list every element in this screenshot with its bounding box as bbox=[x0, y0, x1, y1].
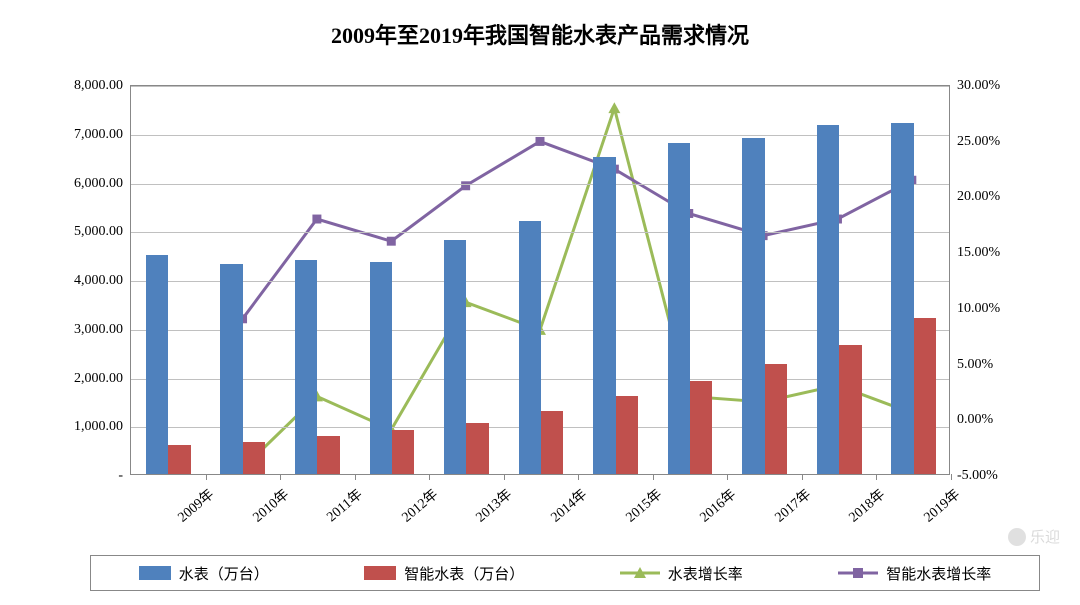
bar-water_meter bbox=[146, 255, 168, 474]
wechat-icon bbox=[1008, 528, 1026, 546]
legend-swatch-line bbox=[838, 566, 878, 580]
y2-axis-label: 30.00% bbox=[957, 78, 1000, 94]
y2-axis-label: 0.00% bbox=[957, 412, 993, 428]
chart-title: 2009年至2019年我国智能水表产品需求情况 bbox=[0, 0, 1080, 50]
bar-water_meter bbox=[593, 157, 615, 474]
x-axis-label: 2019年 bbox=[919, 484, 964, 526]
bar-water_meter bbox=[668, 143, 690, 475]
y1-axis-label: 4,000.00 bbox=[74, 273, 123, 289]
x-axis-label: 2014年 bbox=[546, 484, 591, 526]
x-axis-label: 2015年 bbox=[620, 484, 665, 526]
y1-axis-label: 7,000.00 bbox=[74, 127, 123, 143]
legend-item-water-growth: 水表增长率 bbox=[620, 563, 743, 584]
x-axis-label: 2009年 bbox=[173, 484, 218, 526]
x-axis-label: 2017年 bbox=[769, 484, 814, 526]
marker-smart_water_meter_growth bbox=[312, 215, 321, 224]
line-water_meter_growth bbox=[243, 108, 912, 468]
x-axis-label: 2016年 bbox=[695, 484, 740, 526]
y2-axis-label: -5.00% bbox=[957, 468, 998, 484]
y2-axis-label: 5.00% bbox=[957, 357, 993, 373]
legend: 水表（万台） 智能水表（万台） 水表增长率 智能水表增长率 bbox=[90, 555, 1040, 591]
bar-smart_water_meter bbox=[839, 345, 861, 474]
x-axis-label: 2012年 bbox=[397, 484, 442, 526]
y1-axis-label: - bbox=[118, 468, 123, 484]
marker-water_meter_growth bbox=[608, 102, 620, 113]
y2-axis-label: 10.00% bbox=[957, 301, 1000, 317]
bar-smart_water_meter bbox=[616, 396, 638, 474]
legend-label: 水表增长率 bbox=[668, 563, 743, 584]
watermark-text: 乐迎 bbox=[1030, 526, 1060, 547]
chart-container: 2009年至2019年我国智能水表产品需求情况 -1,000.002,000.0… bbox=[0, 0, 1080, 605]
legend-item-water-meter: 水表（万台） bbox=[139, 563, 269, 584]
legend-swatch-bar bbox=[364, 566, 396, 580]
y1-axis-label: 6,000.00 bbox=[74, 176, 123, 192]
y1-axis-label: 2,000.00 bbox=[74, 371, 123, 387]
legend-item-smart-growth: 智能水表增长率 bbox=[838, 563, 991, 584]
bar-smart_water_meter bbox=[243, 442, 265, 474]
legend-item-smart-water-meter: 智能水表（万台） bbox=[364, 563, 524, 584]
bar-smart_water_meter bbox=[317, 436, 339, 474]
x-axis-label: 2011年 bbox=[322, 484, 367, 526]
legend-label: 水表（万台） bbox=[179, 563, 269, 584]
bar-smart_water_meter bbox=[466, 423, 488, 474]
bar-water_meter bbox=[742, 138, 764, 474]
bar-water_meter bbox=[220, 264, 242, 474]
bar-water_meter bbox=[519, 221, 541, 475]
legend-swatch-line bbox=[620, 566, 660, 580]
bar-water_meter bbox=[891, 123, 913, 474]
bar-water_meter bbox=[370, 262, 392, 474]
y1-axis-label: 8,000.00 bbox=[74, 78, 123, 94]
y1-axis-label: 5,000.00 bbox=[74, 224, 123, 240]
legend-label: 智能水表增长率 bbox=[886, 563, 991, 584]
marker-smart_water_meter_growth bbox=[387, 237, 396, 246]
legend-swatch-bar bbox=[139, 566, 171, 580]
y2-axis-label: 25.00% bbox=[957, 134, 1000, 150]
marker-smart_water_meter_growth bbox=[536, 137, 545, 146]
y1-axis-label: 3,000.00 bbox=[74, 322, 123, 338]
bar-smart_water_meter bbox=[392, 430, 414, 474]
y2-axis-label: 20.00% bbox=[957, 189, 1000, 205]
legend-label: 智能水表（万台） bbox=[404, 563, 524, 584]
bar-water_meter bbox=[295, 260, 317, 475]
bar-smart_water_meter bbox=[168, 445, 190, 474]
line-smart_water_meter_growth bbox=[243, 141, 912, 318]
bar-smart_water_meter bbox=[914, 318, 936, 474]
bar-water_meter bbox=[817, 125, 839, 474]
watermark: 乐迎 bbox=[1008, 526, 1060, 547]
y1-axis-label: 1,000.00 bbox=[74, 419, 123, 435]
bar-water_meter bbox=[444, 240, 466, 474]
bar-smart_water_meter bbox=[690, 381, 712, 474]
y2-axis-label: 15.00% bbox=[957, 245, 1000, 261]
bar-smart_water_meter bbox=[765, 364, 787, 474]
x-axis-label: 2013年 bbox=[471, 484, 516, 526]
plot-area: -1,000.002,000.003,000.004,000.005,000.0… bbox=[130, 85, 950, 475]
bar-smart_water_meter bbox=[541, 411, 563, 474]
x-axis-label: 2010年 bbox=[248, 484, 293, 526]
x-axis-label: 2018年 bbox=[844, 484, 889, 526]
